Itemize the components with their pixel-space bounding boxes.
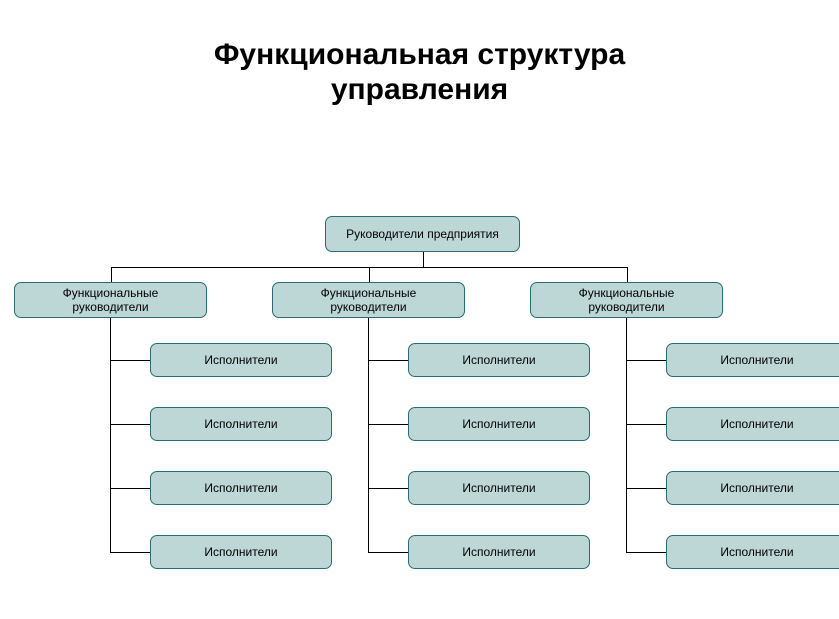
- connector: [626, 360, 666, 361]
- connector: [110, 424, 150, 425]
- connector: [110, 552, 150, 553]
- connector: [111, 267, 112, 282]
- exec-node-1-2: Исполнители: [408, 471, 590, 505]
- exec-node-2-1: Исполнители: [666, 407, 839, 441]
- connector: [368, 360, 408, 361]
- manager-node-2: Функциональныеруководители: [530, 282, 723, 318]
- exec-node-0-0: Исполнители: [150, 343, 332, 377]
- exec-node-2-0: Исполнители: [666, 343, 839, 377]
- connector: [369, 267, 370, 282]
- connector: [368, 552, 408, 553]
- connector: [368, 488, 408, 489]
- exec-node-0-3: Исполнители: [150, 535, 332, 569]
- exec-node-1-0: Исполнители: [408, 343, 590, 377]
- exec-node-0-2: Исполнители: [150, 471, 332, 505]
- org-chart: Руководители предприятия Функциональныеру…: [0, 0, 839, 619]
- exec-node-1-3: Исполнители: [408, 535, 590, 569]
- manager-node-0: Функциональныеруководители: [14, 282, 207, 318]
- connector: [368, 318, 369, 552]
- exec-node-2-2: Исполнители: [666, 471, 839, 505]
- connector: [368, 424, 408, 425]
- connector: [423, 252, 424, 267]
- exec-node-0-1: Исполнители: [150, 407, 332, 441]
- connector: [626, 318, 627, 552]
- exec-node-1-1: Исполнители: [408, 407, 590, 441]
- connector: [626, 424, 666, 425]
- exec-node-2-3: Исполнители: [666, 535, 839, 569]
- connector: [626, 552, 666, 553]
- connector: [110, 318, 111, 552]
- connector: [110, 488, 150, 489]
- root-node: Руководители предприятия: [325, 216, 520, 252]
- connector: [626, 488, 666, 489]
- connector: [627, 267, 628, 282]
- manager-node-1: Функциональныеруководители: [272, 282, 465, 318]
- connector: [110, 360, 150, 361]
